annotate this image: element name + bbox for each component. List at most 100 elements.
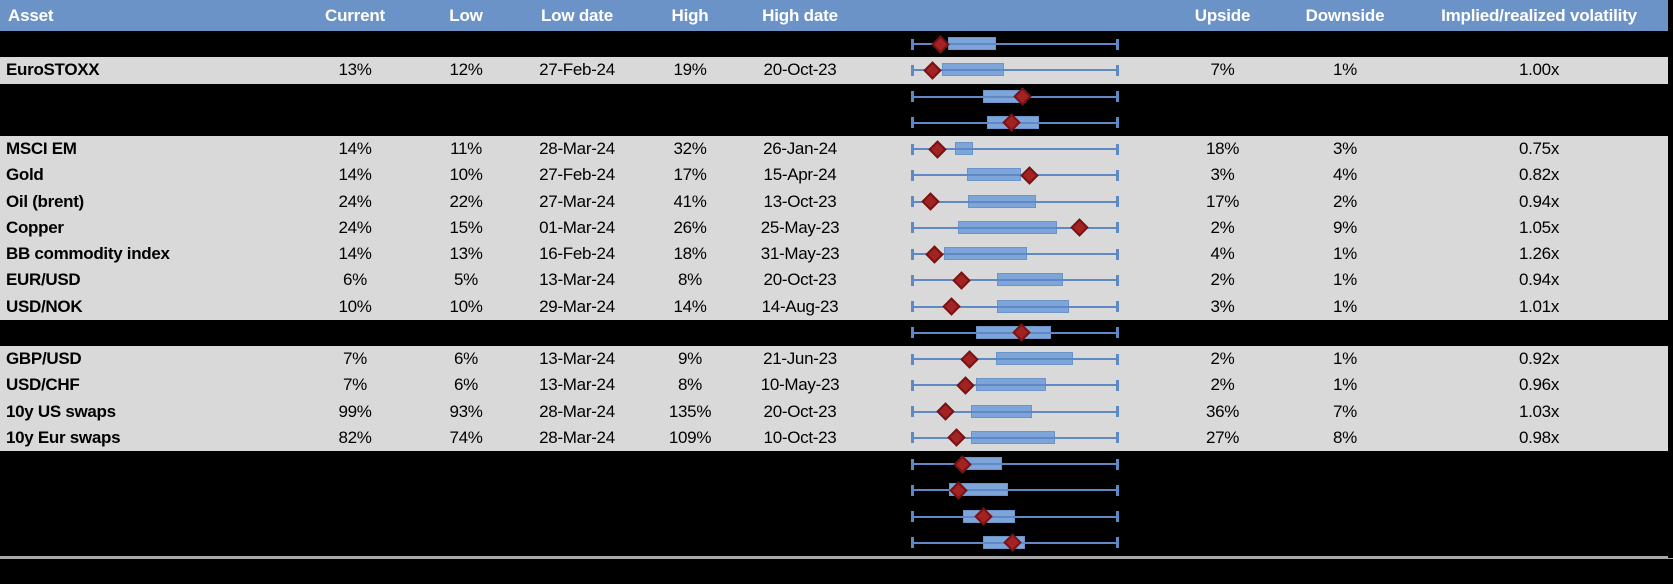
low-value: 15%	[449, 217, 483, 237]
implied-realized-value: 0.75x	[1518, 139, 1560, 159]
low-date: 01-Mar-24	[539, 217, 615, 237]
low-date: 27-Mar-24	[539, 191, 615, 211]
high-value: 32%	[673, 139, 707, 159]
high-date	[748, 320, 852, 346]
whisker-low-cap	[911, 38, 914, 50]
current-value	[300, 451, 410, 477]
whisker-low-cap	[911, 379, 914, 391]
whisker-low-cap	[911, 484, 914, 496]
downside-value: 9%	[1333, 217, 1357, 237]
table-row[interactable]: Copper 24% 15% 01-Mar-24 26% 25-May-23 2% 9% 1.0…	[0, 214, 1673, 241]
asset-name	[0, 451, 300, 477]
hidden-row[interactable]	[0, 451, 1673, 478]
upside-value: 18%	[1205, 139, 1240, 159]
low-value: 12%	[449, 60, 483, 80]
box-whisker-plot	[911, 84, 1119, 110]
high-value: 41%	[673, 191, 707, 211]
table-row[interactable]: USD/CHF 7% 6% 13-Mar-24 8% 10-May-23 2% 1% 0.96x	[0, 372, 1673, 399]
high-date: 10-Oct-23	[763, 427, 837, 447]
hidden-row[interactable]	[0, 503, 1673, 530]
asset-name: MSCI EM	[6, 139, 77, 159]
header-current: Current	[325, 5, 385, 25]
whisker-low-cap	[911, 91, 914, 103]
upside-value: 2%	[1210, 270, 1235, 290]
whisker-high-cap	[1116, 117, 1119, 129]
downside-value	[1285, 31, 1405, 57]
whisker-high-cap	[1116, 406, 1119, 418]
downside-value	[1285, 530, 1405, 556]
hidden-row[interactable]	[0, 319, 1673, 346]
hidden-row[interactable]	[0, 477, 1673, 504]
low-date: 28-Mar-24	[539, 139, 615, 159]
hidden-row[interactable]	[0, 83, 1673, 110]
low-value	[410, 530, 522, 556]
implied-realized-value	[1405, 110, 1673, 136]
range-chart-cell	[852, 57, 1160, 83]
box-whisker-plot	[911, 320, 1119, 346]
range-chart-cell	[852, 162, 1160, 188]
downside-value	[1285, 110, 1405, 136]
table-body: EuroSTOXX 13% 12% 27-Feb-24 19% 20-Oct-23 7% 1%…	[0, 31, 1673, 556]
whisker-high-cap	[1116, 301, 1119, 313]
high-value	[632, 477, 748, 503]
range-chart-cell	[852, 84, 1160, 110]
downside-value	[1285, 477, 1405, 503]
box-whisker-plot	[911, 399, 1119, 425]
high-value: 14%	[673, 296, 707, 316]
table-row[interactable]: 10y Eur swaps 82% 74% 28-Mar-24 109% 10-Oct-2…	[0, 424, 1673, 451]
table-row[interactable]: Gold 14% 10% 27-Feb-24 17% 15-Apr-24 3% 4% 0.82x	[0, 162, 1673, 189]
table-row[interactable]: MSCI EM 14% 11% 28-Mar-24 32% 26-Jan-24 18% 3% 0…	[0, 136, 1673, 163]
header-downside: Downside	[1305, 5, 1385, 25]
range-chart-cell	[852, 530, 1160, 556]
high-date: 20-Oct-23	[763, 401, 837, 421]
box-whisker-plot	[911, 31, 1119, 57]
low-date	[522, 504, 632, 530]
box-whisker-plot	[911, 504, 1119, 530]
implied-realized-value: 0.94x	[1518, 270, 1560, 290]
whisker-low-cap	[911, 222, 914, 234]
whisker-high-cap	[1116, 327, 1119, 339]
whisker-low-cap	[911, 117, 914, 129]
high-value	[632, 31, 748, 57]
implied-realized-value	[1405, 451, 1673, 477]
high-date: 20-Oct-23	[763, 60, 837, 80]
range-chart-cell	[852, 425, 1160, 451]
high-date	[748, 477, 852, 503]
table-row[interactable]: EUR/USD 6% 5% 13-Mar-24 8% 20-Oct-23 2% 1% 0.94x	[0, 267, 1673, 294]
table-row[interactable]: EuroSTOXX 13% 12% 27-Feb-24 19% 20-Oct-23 7% 1%…	[0, 57, 1673, 84]
high-value	[632, 530, 748, 556]
high-date	[748, 530, 852, 556]
low-value	[410, 110, 522, 136]
high-date: 25-May-23	[760, 217, 840, 237]
low-value	[410, 320, 522, 346]
box-whisker-plot	[911, 294, 1119, 320]
box-whisker-plot	[911, 189, 1119, 215]
downside-value: 1%	[1333, 375, 1357, 395]
table-row[interactable]: Oil (brent) 24% 22% 27-Mar-24 41% 13-Oct-23 17…	[0, 188, 1673, 215]
hidden-row[interactable]	[0, 31, 1673, 58]
box-whisker-plot	[911, 477, 1119, 503]
box-whisker-plot	[911, 451, 1119, 477]
bottom-separator-line	[0, 556, 1673, 559]
high-value: 9%	[678, 349, 702, 369]
implied-realized-value	[1405, 477, 1673, 503]
current-value: 99%	[338, 401, 372, 421]
table-row[interactable]: USD/NOK 10% 10% 29-Mar-24 14% 14-Aug-23 3% 1% 1.…	[0, 293, 1673, 320]
hidden-row[interactable]	[0, 109, 1673, 136]
range-chart-cell	[852, 241, 1160, 267]
whisker-high-cap	[1116, 353, 1119, 365]
range-chart-cell	[852, 110, 1160, 136]
low-date	[522, 110, 632, 136]
range-chart-cell	[852, 504, 1160, 530]
table-row[interactable]: 10y US swaps 99% 93% 28-Mar-24 135% 20-Oct-23…	[0, 398, 1673, 425]
asset-name: EUR/USD	[6, 270, 81, 290]
asset-name: Oil (brent)	[6, 191, 84, 211]
low-value: 93%	[449, 401, 483, 421]
hidden-row[interactable]	[0, 529, 1673, 556]
whisker-line	[912, 69, 1117, 72]
high-date: 14-Aug-23	[761, 296, 839, 316]
table-row[interactable]: GBP/USD 7% 6% 13-Mar-24 9% 21-Jun-23 2% 1% 0.92x	[0, 346, 1673, 373]
table-row[interactable]: BB commodity index 14% 13% 16-Feb-24 18% 31-M…	[0, 241, 1673, 268]
high-date: 31-May-23	[760, 244, 840, 264]
low-value	[410, 451, 522, 477]
